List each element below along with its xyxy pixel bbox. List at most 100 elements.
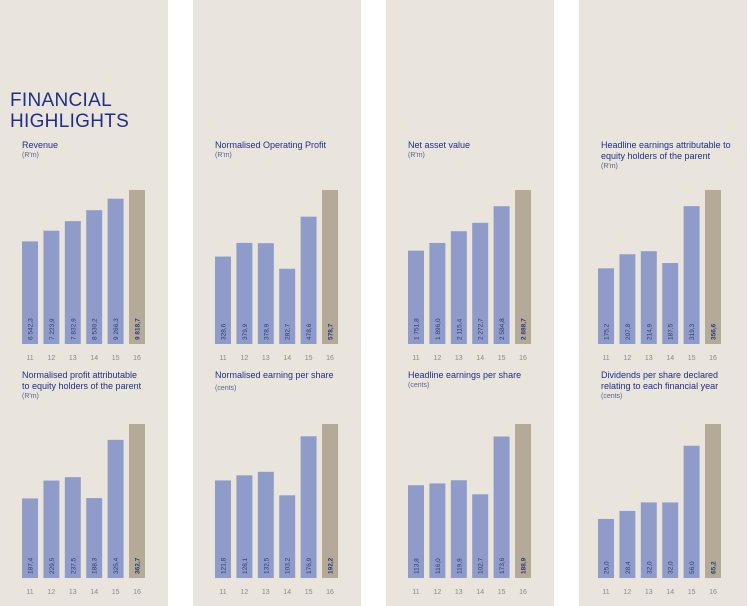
bar-value-label: 328,6 [221,323,228,340]
bar-13 [640,251,657,344]
x-tick-label: 14 [666,589,674,596]
bar-14 [279,268,296,344]
x-tick-label: 14 [476,589,484,596]
bar-16 [705,424,721,578]
bar-15 [493,436,510,578]
bar-value-label: 478,6 [306,323,313,340]
bar-value-label: 379,9 [242,323,249,340]
x-tick-label: 13 [645,355,653,362]
chart-title-normalised-profit: Normalised profit attributable to equity… [22,370,147,402]
bar-14 [472,494,489,578]
x-tick-label: 12 [241,355,249,362]
x-tick-label: 12 [434,355,442,362]
x-tick-label: 11 [219,589,226,596]
chart-title-net-asset-value: Net asset value (R'm) [408,140,558,161]
x-tick-label: 14 [283,589,291,596]
x-tick-label: 14 [666,355,674,362]
bar-11 [22,241,38,344]
bar-value-label: 121,8 [221,557,228,574]
bar-14 [86,498,103,578]
x-tick-label: 12 [624,589,632,596]
bar-value-label: 356,6 [711,323,718,340]
chart-title-headline-eps: Headline earnings per share (cents) [408,370,558,391]
chart-unit: (R'm) [22,393,39,400]
chart-title-text: Headline earnings per share [408,370,522,380]
bar-value-label: 28,4 [625,561,632,574]
x-tick-label: 11 [26,589,33,596]
bar-value-label: 1 896,0 [435,318,442,340]
page-heading: FINANCIAL HIGHLIGHTS [10,90,129,132]
bar-value-label: 103,2 [285,557,292,574]
bar-value-label: 2 888,7 [521,318,528,340]
x-tick-label: 15 [498,589,506,596]
bar-13 [640,502,657,578]
bar-value-label: 175,2 [604,323,611,340]
chart-unit: (R'm) [408,152,425,159]
bar-value-label: 119,9 [456,558,463,574]
bar-16 [129,190,145,344]
x-tick-label: 15 [688,589,696,596]
bar-value-label: 7 832,9 [70,318,77,340]
x-tick-label: 16 [709,355,717,362]
bar-12 [619,510,636,578]
chart-title-text: Headline earnings attributable to equity… [601,140,731,161]
x-tick-label: 13 [455,355,463,362]
chart-title-revenue: Revenue (R'm) [22,140,172,161]
bar-value-label: 8 530,2 [92,318,99,340]
bar-value-label: 187,4 [28,557,35,574]
chart-normalised-profit: 187,4 11 229,5 12 237,5 13 188,3 14 325,4 15 362,7… [22,424,145,596]
bar-value-label: 319,3 [689,323,696,340]
chart-net-asset-value: 1 751,8 11 1 896,0 12 2 115,4 13 2 272,7 14 2 58… [408,190,531,362]
bar-11 [598,518,614,578]
bar-13 [257,243,274,344]
x-tick-label: 13 [455,589,463,596]
chart-title-text: Dividends per share declared relating to… [601,370,719,391]
bar-value-label: 116,0 [435,558,442,574]
bar-value-label: 207,8 [625,323,632,340]
bar-11 [598,268,614,344]
bar-value-label: 132,5 [263,557,270,574]
chart-headline-earnings: 175,2 11 207,8 12 214,9 13 187,5 14 319,3 15 356,6… [598,190,721,362]
x-tick-label: 13 [262,589,270,596]
bar-11 [408,485,424,578]
bar-16 [322,190,338,344]
x-tick-label: 15 [305,355,313,362]
x-tick-label: 16 [326,589,334,596]
chart-unit: (R'm) [601,163,618,170]
chart-title-text: Net asset value [408,140,471,150]
bar-15 [683,445,700,578]
chart-title-text: Normalised profit attributable to equity… [22,370,142,391]
bar-value-label: 378,9 [263,323,270,340]
bar-11 [215,480,231,578]
x-tick-label: 11 [412,589,419,596]
bar-16 [515,424,531,578]
bar-15 [107,439,124,578]
bar-15 [683,206,700,344]
x-tick-label: 13 [262,355,270,362]
bar-13 [450,480,467,578]
bar-value-label: 229,5 [49,557,56,574]
bar-16 [129,424,145,578]
x-tick-label: 16 [326,355,334,362]
x-tick-label: 14 [90,355,98,362]
chart-title-text: Revenue [22,140,59,150]
x-tick-label: 12 [48,355,56,362]
x-tick-label: 15 [688,355,696,362]
chart-title-normalised-eps: Normalised earning per share (cents) [215,370,365,394]
chart-title-headline-earnings: Headline earnings attributable to equity… [601,140,741,172]
bar-value-label: 2 115,4 [456,318,463,340]
x-tick-label: 11 [602,589,609,596]
bar-value-label: 362,7 [135,557,142,574]
x-tick-label: 14 [90,589,98,596]
bar-14 [662,502,679,578]
x-tick-label: 13 [69,589,77,596]
bar-11 [408,250,424,344]
bar-13 [450,231,467,344]
bar-16 [705,190,721,344]
bar-15 [300,216,317,344]
chart-headline-eps: 113,8 11 116,0 12 119,9 13 102,7 14 173,6 15 188,9… [408,424,531,596]
x-tick-label: 16 [133,355,141,362]
bar-value-label: 176,9 [306,557,313,574]
bar-13 [64,221,81,344]
bar-16 [322,424,338,578]
